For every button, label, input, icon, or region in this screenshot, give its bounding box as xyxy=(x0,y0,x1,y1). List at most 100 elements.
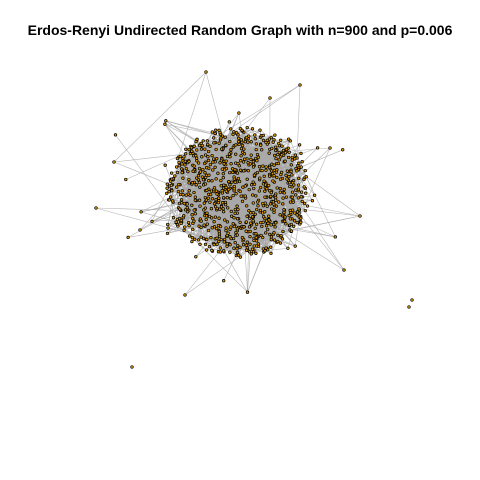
graph-node xyxy=(263,183,268,187)
graph-edge xyxy=(250,159,300,214)
graph-edge xyxy=(251,195,315,255)
graph-node xyxy=(299,216,303,220)
graph-node xyxy=(222,279,226,283)
graph-node xyxy=(215,157,219,161)
graph-node xyxy=(261,164,265,168)
graph-node xyxy=(203,171,207,175)
graph-node xyxy=(210,197,215,201)
graph-node xyxy=(249,183,254,187)
graph-node xyxy=(194,176,199,180)
graph-node xyxy=(290,190,295,194)
graph-node xyxy=(198,204,202,208)
graph-node xyxy=(240,199,245,203)
graph-node xyxy=(249,153,253,157)
graph-node xyxy=(174,165,179,169)
graph-node xyxy=(182,228,186,232)
graph-node xyxy=(228,250,232,254)
graph-node xyxy=(358,214,362,218)
graph-node xyxy=(215,236,219,240)
graph-node xyxy=(209,192,213,197)
graph-node xyxy=(126,235,130,240)
graph-node xyxy=(257,189,261,193)
graph-node xyxy=(297,207,301,211)
graph-node xyxy=(247,209,251,213)
graph-node xyxy=(244,243,248,247)
graph-node xyxy=(273,133,277,137)
graph-edge xyxy=(208,175,220,242)
graph-node xyxy=(124,177,128,182)
graph-node xyxy=(232,246,236,250)
graph-node xyxy=(233,241,237,245)
graph-node xyxy=(236,139,241,144)
graph-node xyxy=(277,200,281,204)
graph-node xyxy=(202,201,206,205)
graph-node xyxy=(259,233,263,238)
graph-node xyxy=(219,237,223,242)
graph-node xyxy=(175,185,179,189)
graph-node xyxy=(268,232,272,237)
graph-node xyxy=(190,149,194,153)
graph-node xyxy=(198,242,202,246)
graph-node xyxy=(166,226,170,230)
graph-node xyxy=(204,248,209,252)
graph-node xyxy=(224,159,228,163)
graph-node xyxy=(254,235,258,240)
graph-node xyxy=(272,163,276,167)
graph-node xyxy=(210,130,214,134)
graph-node xyxy=(181,176,185,180)
graph-node xyxy=(94,206,98,210)
graph-edge xyxy=(192,237,248,293)
graph-node xyxy=(205,188,209,193)
graph-node xyxy=(250,247,255,251)
graph-edge xyxy=(191,236,202,242)
graph-node xyxy=(193,237,197,241)
graph-node xyxy=(224,228,228,233)
graph-node xyxy=(214,189,219,193)
graph-node xyxy=(219,178,223,183)
graph-node xyxy=(289,229,294,233)
graph-edge xyxy=(224,184,266,242)
graph-node xyxy=(187,159,191,164)
graph-node xyxy=(194,139,198,144)
graph-node xyxy=(293,211,297,215)
graph-node xyxy=(219,205,224,209)
graph-node xyxy=(194,156,199,160)
graph-node xyxy=(176,189,181,194)
graph-node xyxy=(206,158,211,163)
graph-edge xyxy=(253,248,288,253)
graph-node xyxy=(281,196,285,200)
graph-node xyxy=(286,246,290,250)
graph-node xyxy=(164,119,168,123)
graph-node xyxy=(264,219,269,223)
graph-node xyxy=(270,146,274,151)
graph-node xyxy=(206,149,211,154)
graph-node xyxy=(179,221,183,226)
graph-node xyxy=(282,187,286,192)
graph-node xyxy=(249,140,253,144)
graph-node xyxy=(254,147,258,152)
graph-node xyxy=(210,153,214,158)
graph-node xyxy=(289,169,293,174)
graph-node xyxy=(180,167,184,171)
graph-node xyxy=(280,237,285,241)
graph-node xyxy=(224,226,228,230)
graph-node xyxy=(235,204,239,208)
graph-node xyxy=(299,151,303,156)
graph-node xyxy=(228,139,232,144)
graph-node xyxy=(271,179,275,183)
graph-node xyxy=(251,219,255,223)
graph-node xyxy=(262,179,266,183)
graph-node xyxy=(262,174,266,178)
graph-node xyxy=(165,186,169,190)
graph-node xyxy=(167,190,171,194)
graph-node xyxy=(245,290,250,294)
graph-edge xyxy=(164,124,196,172)
graph-node xyxy=(267,165,272,170)
graph-node xyxy=(179,201,184,205)
graph-edge xyxy=(213,142,228,208)
graph-node xyxy=(237,111,241,115)
graph-node xyxy=(328,146,332,150)
graph-edge xyxy=(257,205,285,222)
graph-node xyxy=(180,162,184,166)
graph-node xyxy=(268,202,273,206)
